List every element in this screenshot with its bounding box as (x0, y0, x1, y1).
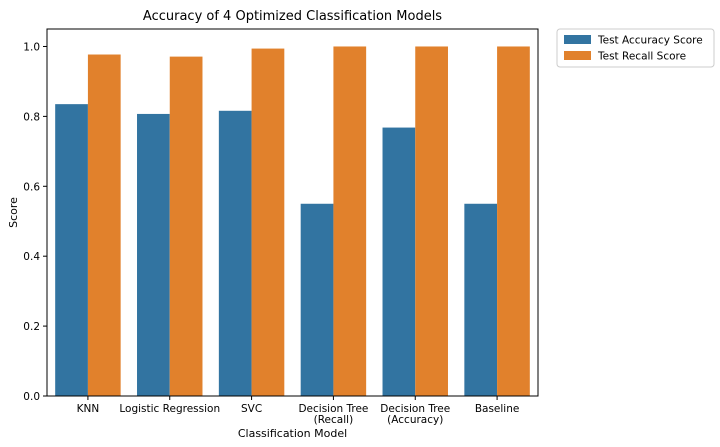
plot-frame (46, 28, 539, 397)
bar-accuracy-0 (55, 104, 88, 397)
legend-label: Test Accuracy Score (597, 35, 703, 47)
y-tick-label: 0.0 (23, 391, 40, 403)
bars-layer (55, 46, 530, 397)
bar-recall-5 (497, 46, 530, 396)
legend-swatch (564, 35, 591, 44)
x-tick-label: SVC (241, 403, 262, 415)
y-tick-label: 0.4 (23, 251, 40, 263)
x-axis-label: Classification Model (238, 427, 347, 440)
y-tick-label: 0.8 (23, 111, 40, 123)
x-tick-label: Decision Tree (Recall) (298, 403, 368, 426)
bar-accuracy-2 (218, 110, 252, 396)
bar-accuracy-1 (137, 113, 170, 396)
legend-label: Test Recall Score (597, 51, 686, 63)
legend-swatch (564, 51, 591, 60)
x-tick-label: Baseline (475, 403, 520, 415)
y-tick-label: 0.6 (23, 181, 40, 193)
x-tick-label: Logistic Regression (119, 403, 220, 415)
chart-title: Accuracy of 4 Optimized Classification M… (143, 9, 442, 24)
y-tick-label: 0.2 (23, 321, 40, 333)
bar-accuracy-3 (300, 203, 334, 396)
bar-accuracy-4 (382, 127, 416, 397)
legend-box (556, 28, 715, 68)
bar-accuracy-5 (464, 203, 498, 396)
x-tick-label: Decision Tree (Accuracy) (380, 403, 450, 426)
bar-recall-4 (415, 46, 448, 396)
legend: Test Accuracy Score Test Recall Score (556, 28, 715, 68)
x-tick-label: KNN (77, 403, 100, 415)
x-axis: KNN Logistic Regression SVC Decision Tree (R… (77, 396, 520, 426)
bar-recall-3 (333, 46, 367, 396)
bar-recall-1 (169, 56, 203, 397)
bar-recall-0 (87, 54, 121, 397)
y-tick-label: 1.0 (23, 41, 40, 53)
y-axis-label: Score (7, 197, 20, 228)
y-axis: 0.0 0.2 0.4 0.6 0.8 1.0 (23, 41, 47, 403)
bar-recall-2 (251, 48, 285, 396)
